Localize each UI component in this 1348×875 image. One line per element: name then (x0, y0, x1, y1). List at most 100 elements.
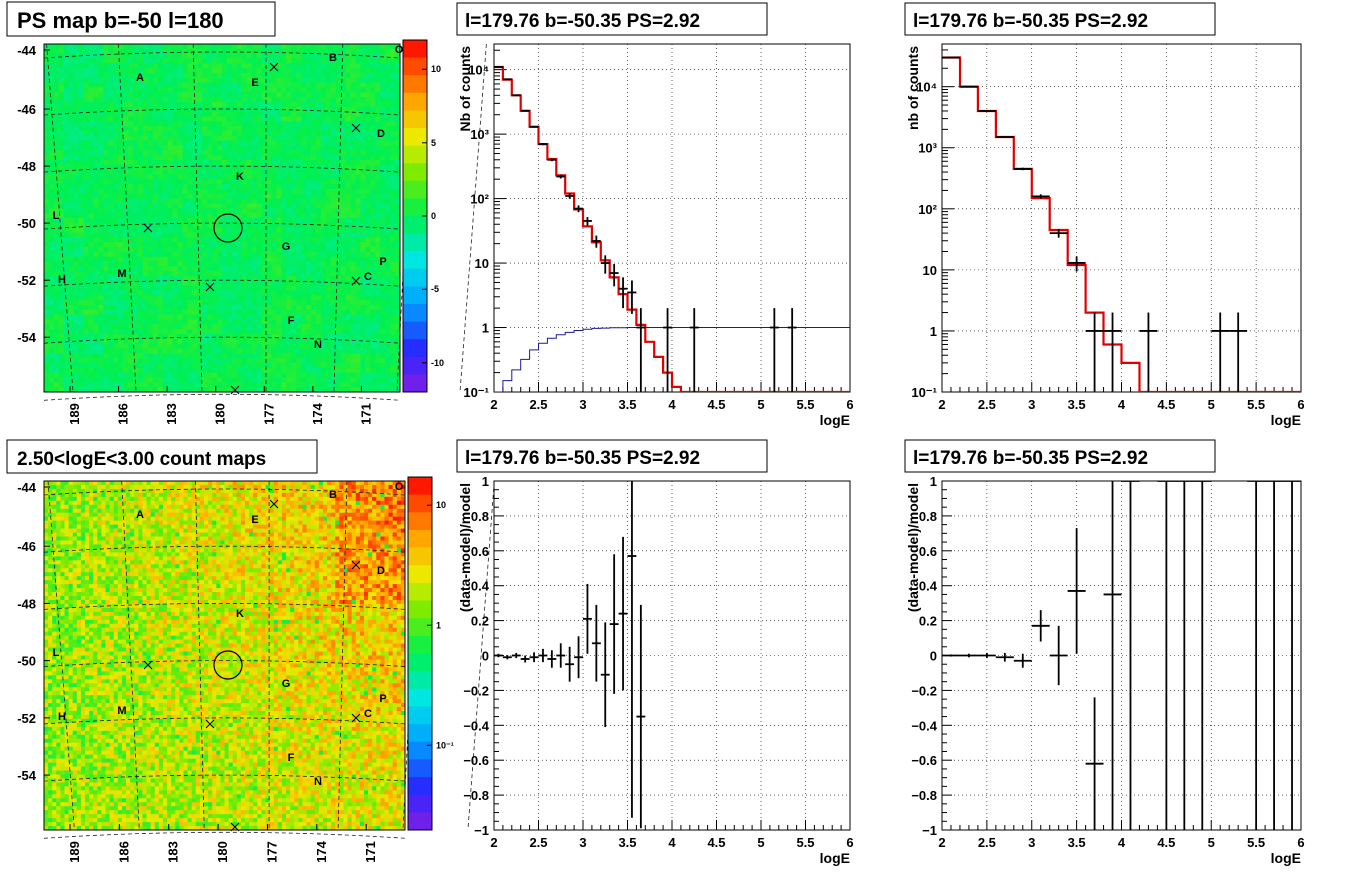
heatmap-cell (375, 285, 381, 291)
heatmap-cell (340, 58, 347, 64)
heatmap-cell (375, 140, 381, 146)
heatmap-cell (340, 338, 347, 345)
heatmap-cell (345, 179, 351, 185)
heatmap-cell (335, 116, 342, 122)
heatmap-cell (231, 68, 238, 74)
heatmap-cell (53, 363, 60, 369)
heatmap-cell (330, 329, 337, 335)
heatmap-cell (48, 343, 55, 349)
heatmap-cell (241, 135, 248, 142)
heatmap-cell (167, 102, 173, 108)
heatmap-cell (311, 106, 317, 113)
heatmap-cell (93, 169, 99, 175)
heatmap-cell (88, 102, 94, 108)
heatmap-cell (118, 247, 124, 253)
heatmap-cell (226, 189, 233, 195)
heatmap-cell (325, 358, 332, 364)
heatmap-cell (325, 208, 332, 214)
heatmap-cell (162, 68, 169, 74)
heatmap-cell (222, 247, 228, 253)
heatmap-cell (68, 150, 75, 156)
heatmap-cell (177, 285, 183, 291)
heatmap-cell (291, 309, 297, 316)
heatmap-cell (315, 179, 322, 185)
heatmap-cell (217, 179, 223, 185)
heatmap-cell (73, 145, 80, 151)
heatmap-cell (340, 63, 347, 69)
heatmap-cell (103, 387, 109, 393)
heatmap-cell (182, 121, 188, 127)
heatmap-cell (286, 193, 292, 200)
heatmap-cell (330, 266, 337, 272)
heatmap-cell (365, 266, 371, 272)
heatmap-cell (53, 276, 60, 282)
heatmap-cell (380, 329, 386, 335)
heatmap-cell (370, 367, 376, 374)
heatmap-cell (256, 179, 262, 185)
heatmap-cell (177, 135, 183, 142)
heatmap-cell (202, 387, 208, 393)
heatmap-cell (152, 343, 159, 349)
heatmap-cell (385, 53, 391, 59)
heatmap-cell (360, 155, 366, 161)
heatmap-cell (301, 227, 307, 233)
heatmap-cell (246, 232, 253, 238)
heatmap-cell (58, 266, 65, 272)
heatmap-cell (53, 280, 60, 287)
heatmap-cell (241, 276, 248, 282)
heatmap-cell (231, 319, 238, 325)
heatmap-cell (147, 184, 154, 190)
heatmap-cell (380, 160, 386, 166)
heatmap-cell (276, 58, 282, 64)
heatmap-cell (301, 280, 307, 287)
heatmap-cell (330, 169, 337, 175)
heatmap-cell (167, 251, 173, 258)
heatmap-cell (78, 160, 84, 166)
heatmap-cell (261, 48, 267, 55)
heatmap-cell (330, 343, 337, 349)
heatmap-cell (162, 227, 169, 233)
heatmap-cell (182, 290, 188, 296)
heatmap-cell (73, 271, 80, 277)
heatmap-cell (172, 111, 178, 117)
heatmap-cell (83, 256, 89, 262)
heatmap-cell (306, 285, 312, 291)
heatmap-cell (360, 213, 366, 219)
heatmap-cell (217, 111, 223, 117)
heatmap-cell (88, 44, 94, 50)
heatmap-cell (63, 203, 70, 209)
heatmap-cell (118, 44, 124, 50)
heatmap-cell (296, 324, 302, 330)
heatmap-cell (44, 334, 50, 340)
heatmap-cell (335, 106, 342, 113)
heatmap-cell (152, 271, 159, 277)
heatmap-cell (345, 227, 351, 233)
heatmap-cell (330, 309, 337, 316)
heatmap-cell (291, 338, 297, 345)
heatmap-cell (142, 131, 149, 137)
heatmap-cell (202, 334, 208, 340)
heatmap-cell (256, 242, 262, 248)
heatmap-cell (44, 140, 50, 146)
heatmap-cell (157, 295, 164, 301)
heatmap-cell (380, 285, 386, 291)
heatmap-cell (360, 271, 366, 277)
heatmap-cell (251, 53, 258, 59)
heatmap-cell (256, 348, 262, 354)
heatmap-cell (128, 218, 134, 224)
heatmap-cell (177, 48, 183, 55)
heatmap-cell (182, 334, 188, 340)
heatmap-cell (291, 271, 297, 277)
heatmap-cell (296, 377, 302, 383)
heatmap-cell (236, 319, 243, 325)
heatmap-cell (370, 184, 376, 190)
heatmap-cell (251, 150, 258, 156)
heatmap-cell (212, 271, 218, 277)
heatmap-cell (88, 140, 94, 146)
heatmap-cell (207, 266, 213, 272)
heatmap-cell (162, 92, 169, 98)
heatmap-cell (212, 174, 218, 180)
heatmap-cell (256, 193, 262, 200)
heatmap-cell (355, 251, 361, 258)
heatmap-cell (172, 97, 178, 103)
